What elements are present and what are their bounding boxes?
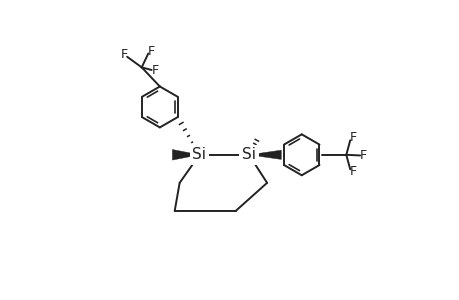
Text: F: F	[151, 64, 158, 77]
Text: F: F	[359, 149, 366, 162]
Text: F: F	[147, 45, 154, 58]
Text: F: F	[348, 166, 356, 178]
Polygon shape	[248, 150, 281, 159]
Text: F: F	[121, 48, 128, 61]
Text: F: F	[348, 131, 356, 144]
Polygon shape	[172, 149, 199, 160]
Text: Si: Si	[192, 147, 206, 162]
Text: Si: Si	[241, 147, 255, 162]
